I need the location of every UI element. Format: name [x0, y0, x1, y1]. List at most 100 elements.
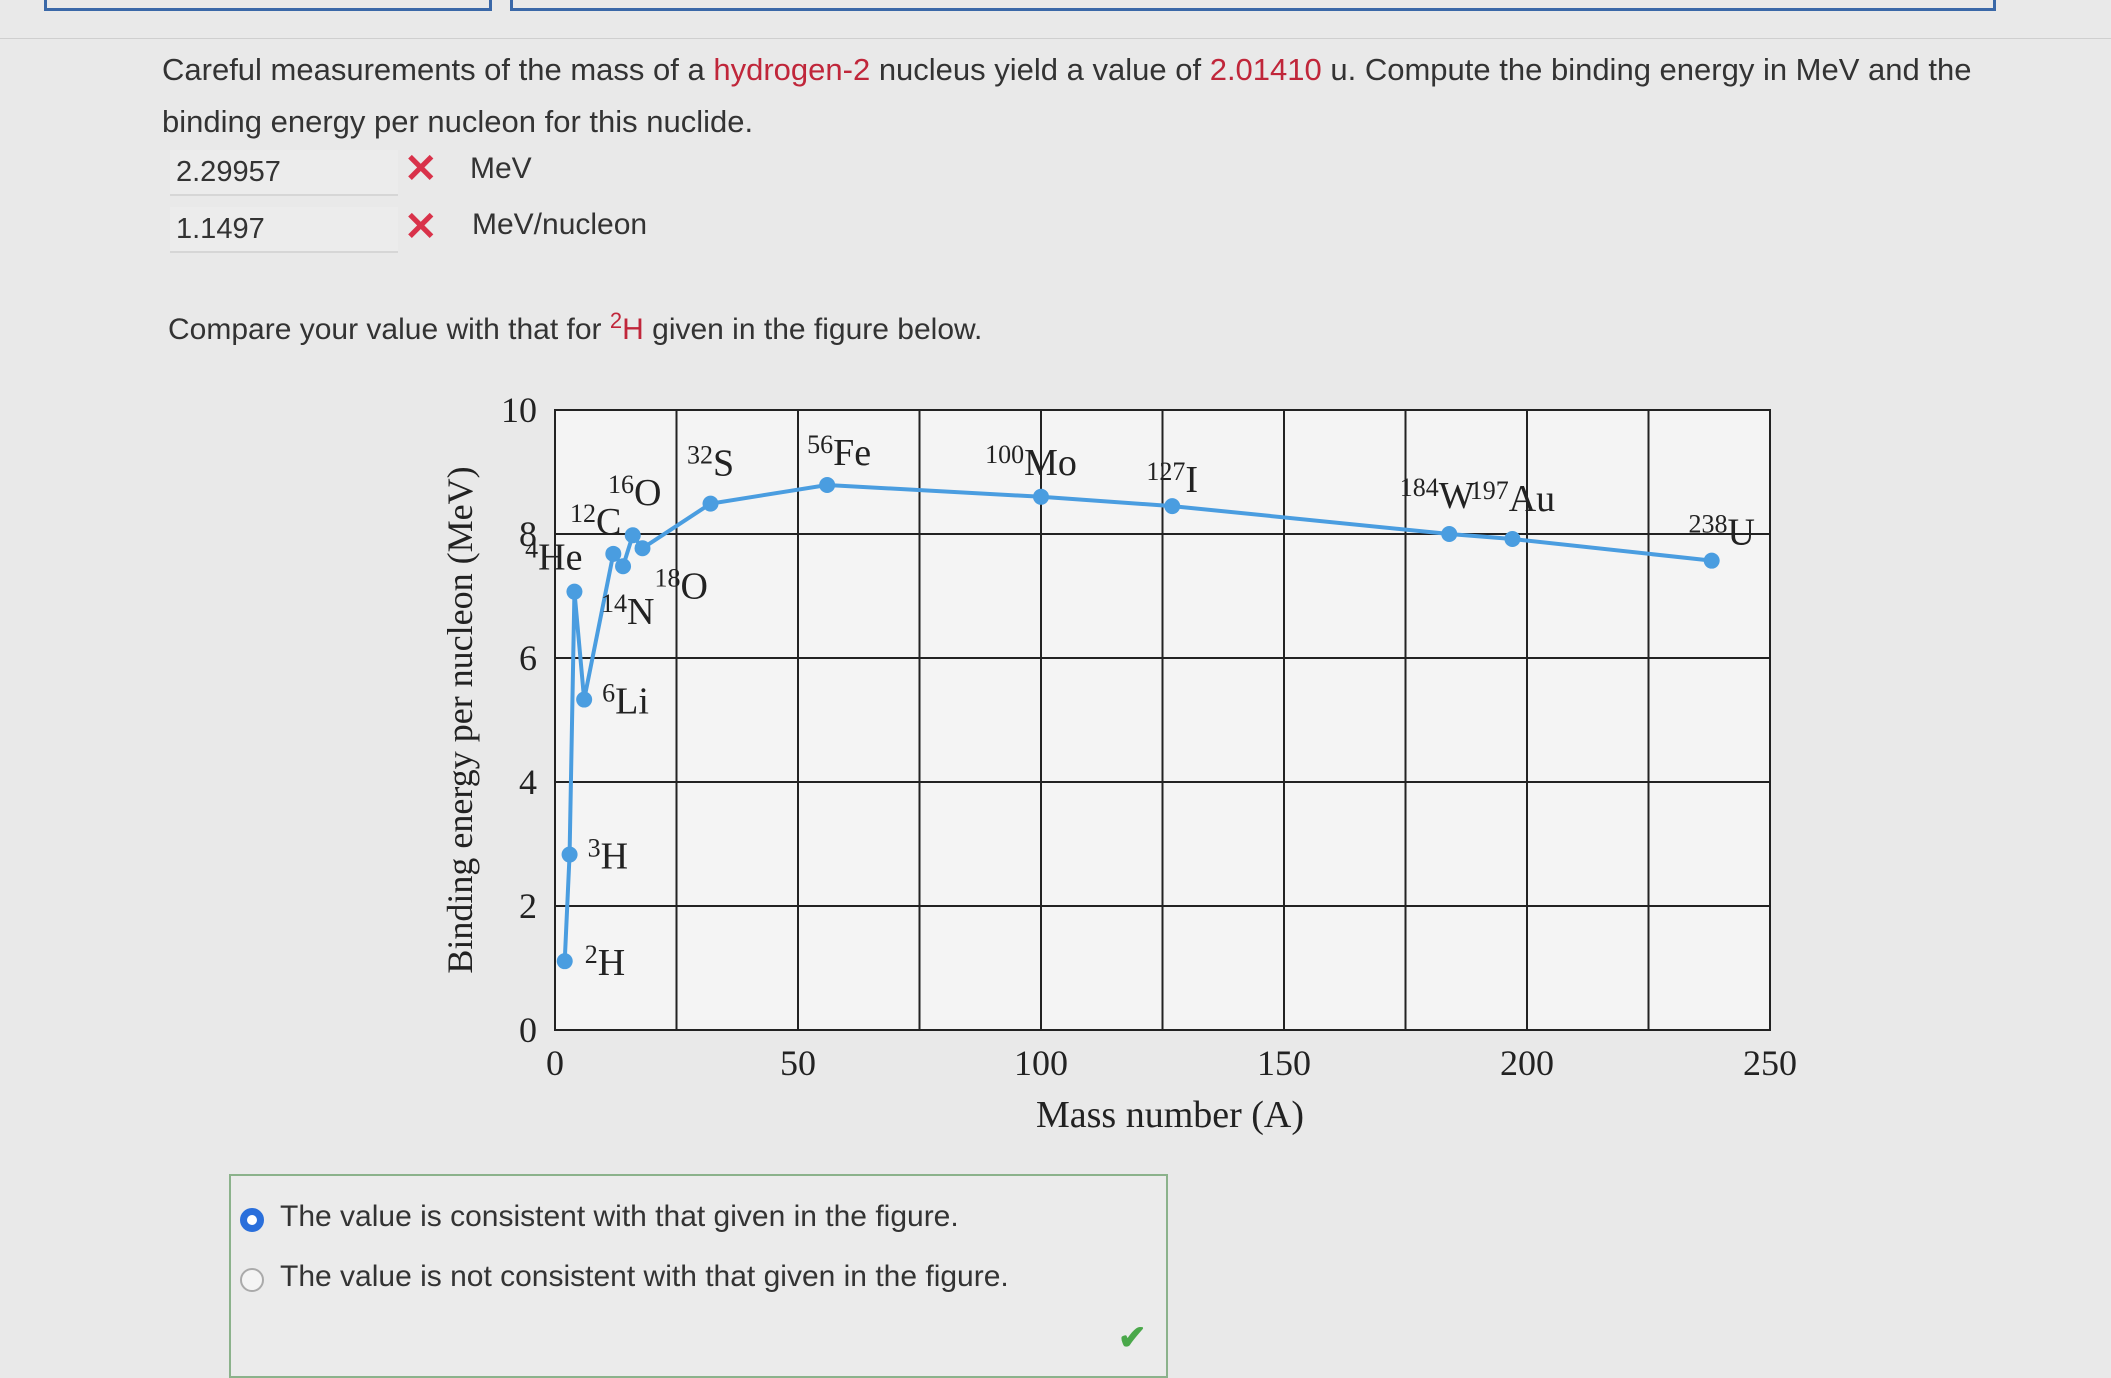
- point-label: 4He: [525, 535, 582, 579]
- point-label: 32S: [687, 441, 734, 485]
- label-mass: 56: [807, 430, 833, 459]
- question-text: hydrogen-2: [713, 52, 871, 87]
- point-label: 16O: [608, 470, 661, 514]
- y-tick-label: 6: [519, 638, 537, 678]
- point-label: 127I: [1146, 457, 1198, 501]
- text: Compare your value with that for: [168, 313, 610, 346]
- label-symbol: N: [627, 591, 654, 633]
- correct-icon: ✔: [1118, 1319, 1147, 1357]
- label-symbol: O: [680, 565, 707, 607]
- data-point: [1033, 488, 1049, 505]
- radio-button[interactable]: [240, 1208, 264, 1232]
- data-point: [576, 691, 593, 708]
- y-tick-label: 8: [519, 514, 537, 554]
- x-tick-label: 150: [1257, 1043, 1311, 1083]
- label-mass: 197: [1470, 476, 1509, 505]
- y-tick-label: 10: [501, 390, 537, 430]
- data-point: [702, 495, 719, 512]
- symbol: H: [622, 313, 644, 346]
- data-point: [561, 846, 578, 863]
- label-symbol: He: [538, 537, 582, 579]
- label-symbol: C: [596, 501, 621, 543]
- point-label: 3H: [588, 834, 628, 878]
- label-mass: 12: [570, 499, 596, 528]
- point-label: 238U: [1688, 510, 1754, 554]
- answer-input[interactable]: 2.29957: [170, 150, 398, 196]
- point-label: 2H: [585, 940, 625, 984]
- question-text: u. Compute the binding energy in MeV and…: [162, 52, 1972, 139]
- data-point: [1703, 552, 1720, 569]
- options-box: [229, 1174, 1168, 1378]
- data-point: [1164, 498, 1181, 515]
- point-label: 6Li: [602, 679, 649, 723]
- radio-button[interactable]: [240, 1268, 264, 1292]
- tab[interactable]: [510, 0, 1996, 11]
- y-axis-title: Binding energy per nucleon (MeV): [440, 466, 480, 973]
- label-symbol: U: [1727, 512, 1754, 554]
- compare-text: Compare your value with that for 2H give…: [168, 308, 982, 347]
- point-label: 184W: [1400, 473, 1475, 517]
- question-text: 2.01410: [1209, 52, 1322, 87]
- label-mass: 3: [588, 834, 601, 863]
- data-point: [556, 953, 573, 970]
- point-label: 100Mo: [985, 440, 1077, 484]
- x-tick-label: 100: [1014, 1043, 1068, 1083]
- x-tick-label: 0: [546, 1043, 564, 1083]
- data-point: [566, 583, 583, 600]
- label-mass: 100: [985, 440, 1024, 469]
- superscript: 2: [609, 308, 623, 333]
- question-text: Careful measurements of the mass of a: [162, 52, 714, 87]
- x-tick-label: 200: [1500, 1043, 1554, 1083]
- point-label: 14N: [601, 589, 654, 633]
- x-tick-label: 50: [780, 1043, 816, 1083]
- y-tick-label: 4: [519, 762, 537, 802]
- point-label: 56Fe: [807, 430, 871, 474]
- question: Careful measurements of the mass of a hy…: [162, 44, 2022, 148]
- unit: MeV: [470, 152, 532, 185]
- data-point: [634, 540, 651, 557]
- y-tick-label: 2: [519, 886, 537, 926]
- chart: Mass number (A) Binding energy per nucle…: [440, 390, 1797, 1136]
- text: given in the figure below.: [643, 313, 983, 346]
- answer-input[interactable]: 1.1497: [170, 207, 398, 253]
- data-point: [1504, 530, 1521, 547]
- label-mass: 2: [585, 940, 598, 969]
- label-symbol: O: [634, 472, 661, 514]
- label-symbol: H: [601, 836, 628, 878]
- label-mass: 184: [1400, 473, 1439, 502]
- point-label: 18O: [654, 563, 707, 607]
- label-mass: 32: [687, 441, 713, 470]
- wrong-icon: ✕: [404, 205, 438, 249]
- point-label: 12C: [570, 499, 621, 543]
- y-tick-label: 0: [519, 1010, 537, 1050]
- label-mass: 18: [654, 563, 680, 592]
- point-label: 197Au: [1470, 476, 1555, 520]
- label-mass: 238: [1688, 510, 1727, 539]
- data-point: [819, 477, 836, 494]
- option-text[interactable]: The value is not consistent with that gi…: [280, 1260, 1009, 1293]
- label-symbol: I: [1185, 459, 1198, 501]
- data-point: [1441, 526, 1458, 542]
- data-point: [624, 527, 641, 544]
- data-point: [615, 558, 632, 575]
- label-symbol: Au: [1509, 478, 1555, 520]
- x-axis-title: Mass number (A): [1036, 1094, 1304, 1136]
- label-symbol: Fe: [833, 432, 871, 474]
- divider: [0, 38, 2111, 39]
- unit: MeV/nucleon: [472, 208, 648, 241]
- tab[interactable]: [44, 0, 492, 11]
- label-symbol: S: [713, 443, 734, 485]
- data-point: [605, 545, 622, 562]
- label-mass: 14: [601, 589, 627, 618]
- option-text[interactable]: The value is consistent with that given …: [280, 1200, 959, 1233]
- label-mass: 6: [602, 679, 615, 708]
- question-text: nucleus yield a value of: [870, 52, 1210, 87]
- label-mass: 4: [525, 535, 538, 564]
- label-symbol: Li: [615, 681, 649, 723]
- label-symbol: W: [1439, 475, 1475, 517]
- wrong-icon: ✕: [404, 147, 438, 191]
- label-symbol: Mo: [1024, 442, 1077, 484]
- label-mass: 127: [1146, 457, 1185, 486]
- label-symbol: H: [598, 942, 625, 984]
